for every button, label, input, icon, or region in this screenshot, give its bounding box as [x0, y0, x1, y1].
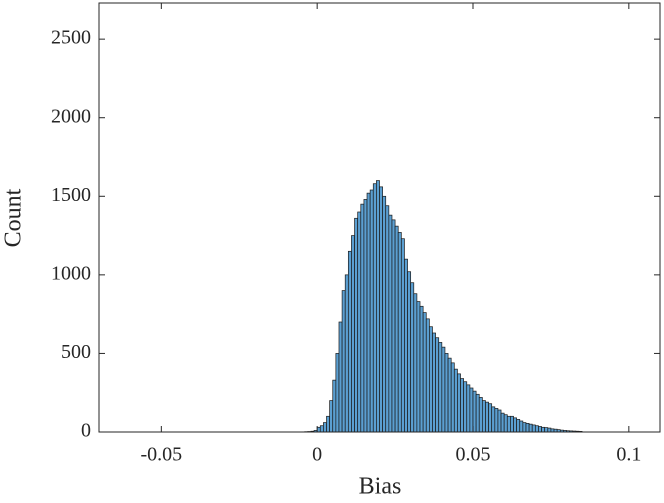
bar — [441, 346, 446, 433]
bar — [478, 397, 483, 433]
bar — [376, 180, 380, 433]
bar — [354, 217, 359, 433]
y-tick-label: 1500 — [51, 184, 91, 206]
y-tick-label: 0 — [81, 420, 91, 442]
bar — [453, 368, 458, 433]
x-tick-label: 0 — [312, 444, 322, 466]
bar — [435, 337, 440, 433]
bar — [466, 384, 471, 433]
bar — [534, 425, 539, 433]
bar — [422, 312, 427, 433]
x-tick-label: 0.05 — [456, 444, 491, 466]
bar — [429, 326, 433, 433]
bar — [475, 393, 480, 433]
bar — [323, 422, 327, 433]
bar — [341, 290, 346, 433]
bar — [444, 353, 449, 433]
y-tick-label: 500 — [61, 341, 91, 363]
bar — [351, 235, 355, 433]
bar — [494, 408, 499, 433]
bar — [457, 373, 461, 433]
bar — [447, 357, 452, 433]
y-tick-label: 2500 — [51, 27, 91, 49]
bar — [491, 406, 496, 433]
bar — [379, 186, 383, 433]
bar — [525, 423, 530, 433]
x-tick-label: -0.05 — [140, 444, 182, 466]
bar — [482, 400, 486, 433]
bar — [335, 353, 340, 433]
bar — [363, 199, 368, 433]
bar — [544, 427, 549, 433]
bar — [538, 426, 542, 433]
bar — [500, 412, 505, 433]
bar — [394, 225, 399, 433]
bar — [497, 409, 502, 433]
bar — [460, 378, 464, 433]
y-tick-label: 1000 — [51, 262, 91, 284]
bar — [366, 192, 371, 433]
bar — [369, 189, 374, 433]
x-axis-label: Bias — [359, 474, 402, 500]
bar — [338, 321, 343, 433]
bar — [332, 379, 337, 433]
bar — [450, 362, 455, 433]
y-axis-label: Count — [1, 188, 27, 247]
bar — [400, 238, 405, 433]
bar — [513, 417, 517, 433]
bar — [326, 415, 330, 433]
bar — [329, 400, 334, 433]
bar — [391, 219, 396, 433]
bar — [347, 250, 352, 433]
bar — [319, 425, 324, 433]
bar — [506, 415, 511, 433]
bar — [516, 419, 521, 433]
bar — [425, 318, 430, 433]
bar — [541, 426, 546, 433]
bar — [463, 381, 468, 433]
bar — [503, 414, 508, 433]
bar — [413, 293, 418, 433]
bar — [357, 211, 362, 433]
bar — [388, 214, 393, 433]
bar — [416, 301, 421, 433]
bar — [469, 387, 474, 433]
bar — [522, 422, 527, 433]
bar — [404, 258, 408, 433]
axes-box — [98, 2, 661, 433]
bar — [531, 424, 536, 433]
bar — [472, 390, 477, 433]
bar — [485, 401, 489, 433]
bar — [385, 205, 390, 433]
bar — [488, 403, 493, 433]
bar — [510, 415, 514, 433]
bar — [360, 203, 365, 433]
bar — [438, 342, 443, 433]
bar — [519, 420, 524, 433]
bar — [372, 183, 377, 433]
bar — [410, 282, 415, 433]
bar — [344, 274, 349, 433]
bar — [397, 232, 402, 433]
x-tick-label: 0.1 — [616, 444, 641, 466]
bar — [547, 427, 552, 433]
bar — [382, 195, 387, 433]
bar — [419, 305, 424, 433]
bar — [407, 271, 412, 433]
bar — [528, 423, 533, 433]
bar — [432, 332, 436, 433]
y-tick-label: 2000 — [51, 105, 91, 127]
